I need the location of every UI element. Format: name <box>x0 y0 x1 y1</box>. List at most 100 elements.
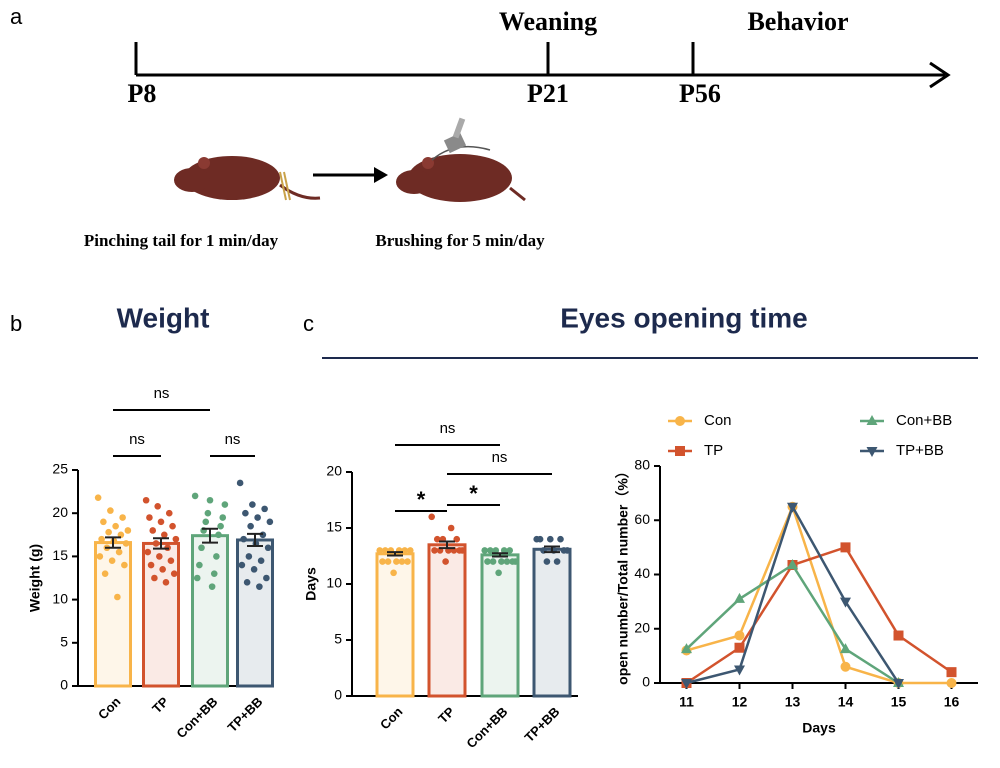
x-tick-label: TP+BB <box>225 694 266 735</box>
significance-label: ns <box>492 449 508 466</box>
significance-label: * <box>417 487 426 512</box>
data-point <box>257 557 265 565</box>
significance-label: ns <box>440 420 456 437</box>
data-point <box>404 558 411 565</box>
data-point <box>240 535 247 543</box>
data-point <box>433 535 441 543</box>
data-point <box>447 524 455 532</box>
rat-icon <box>396 117 526 202</box>
data-point <box>154 502 161 510</box>
error-bar <box>105 536 121 549</box>
data-point <box>210 570 218 577</box>
timeline-event: Weaning <box>499 7 597 36</box>
data-point <box>564 547 571 554</box>
data-point <box>264 544 272 552</box>
data-point <box>486 547 494 554</box>
data-point <box>379 558 386 565</box>
y-axis-label: Weight (g) <box>27 544 43 612</box>
data-point <box>142 496 150 504</box>
data-point <box>149 527 157 534</box>
y-tick-label: 15 <box>52 547 68 563</box>
data-point <box>401 547 409 554</box>
data-point <box>169 522 176 530</box>
marker <box>840 643 851 654</box>
data-point <box>543 558 551 565</box>
data-point <box>167 557 175 565</box>
y-tick-label: 10 <box>326 575 342 591</box>
data-point <box>442 558 449 565</box>
data-point <box>263 574 270 582</box>
data-point <box>247 522 254 530</box>
data-point <box>492 547 500 554</box>
marker <box>787 559 798 570</box>
data-point <box>536 535 544 543</box>
legend-label: TP+BB <box>896 442 944 459</box>
error-bar <box>492 552 508 558</box>
step-arrowhead <box>374 167 388 183</box>
y-tick-label: 0 <box>60 677 68 693</box>
marker <box>840 597 851 608</box>
x-tick-label: TP <box>149 694 172 717</box>
data-point <box>157 518 165 526</box>
data-point <box>196 561 203 569</box>
data-point <box>431 547 438 554</box>
data-point <box>266 518 274 526</box>
data-point <box>243 579 251 586</box>
error-bar <box>153 537 169 550</box>
error-bar <box>387 551 403 557</box>
data-point <box>198 544 205 552</box>
timeline-arrowhead <box>929 61 951 89</box>
x-axis-label: Days <box>802 720 836 736</box>
marker <box>893 679 904 689</box>
data-point <box>242 509 249 517</box>
x-tick-label: 11 <box>679 694 694 710</box>
rat-icon <box>174 156 321 201</box>
y-tick-label: 0 <box>642 674 650 690</box>
data-point <box>101 570 109 577</box>
marker <box>734 630 745 641</box>
marker <box>946 667 957 678</box>
marker <box>840 542 851 553</box>
marker <box>787 502 798 513</box>
data-point <box>213 553 220 560</box>
data-point <box>206 496 214 504</box>
data-point <box>500 547 508 554</box>
data-point <box>221 501 229 508</box>
x-tick-label: TP <box>435 704 458 727</box>
y-tick-label: 5 <box>60 634 68 650</box>
data-point <box>506 547 514 554</box>
marker <box>675 416 685 426</box>
timeline-label: P21 <box>527 79 569 108</box>
data-point <box>122 540 130 547</box>
data-point <box>495 569 502 577</box>
y-tick-label: 60 <box>634 511 650 527</box>
data-point <box>119 514 126 521</box>
bar <box>532 547 572 698</box>
data-point <box>393 558 400 565</box>
timeline-event: Behavior <box>747 7 848 36</box>
marker <box>681 643 692 654</box>
legend-label: TP <box>704 442 723 459</box>
bar <box>427 543 467 698</box>
chart-title: Weight <box>117 302 210 333</box>
data-point <box>208 583 216 590</box>
data-point <box>156 553 163 560</box>
error-bar <box>247 532 263 548</box>
error-bar <box>439 540 455 550</box>
data-point <box>144 548 152 556</box>
y-axis-label: open number/Total number（%） <box>615 464 631 685</box>
data-point <box>159 566 166 573</box>
data-point <box>215 531 222 539</box>
y-tick-label: 20 <box>326 463 342 479</box>
data-point <box>121 561 128 569</box>
y-tick-label: 40 <box>634 565 650 581</box>
data-point <box>484 558 491 565</box>
data-point <box>165 509 173 517</box>
marker <box>866 447 878 457</box>
data-point <box>112 522 119 530</box>
data-point <box>256 583 263 590</box>
y-tick-label: 80 <box>634 457 650 473</box>
step-label: Brushing for 5 min/day <box>375 231 545 250</box>
marker <box>840 661 851 672</box>
